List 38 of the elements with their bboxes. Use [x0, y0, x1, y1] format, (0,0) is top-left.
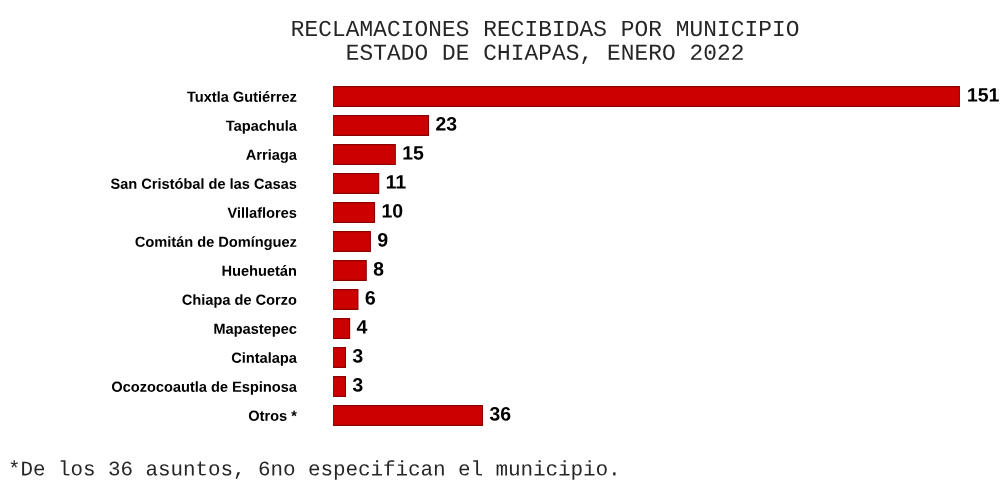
y-tick-label: Otros * — [248, 410, 297, 421]
y-tick-label: Mapastepec — [214, 323, 297, 337]
y-tick-label: Arriaga — [246, 149, 297, 163]
chart-title: RECLAMACIONES RECIBIDAS POR MUNICIPIO ESTADO DE CHIAPAS, ENERO 2022 — [292, 20, 799, 64]
data-label: 3 — [352, 377, 363, 392]
bar — [333, 231, 371, 252]
y-tick-label: Ocozocoautla de Espinosa — [111, 381, 297, 395]
y-tick-label: Comitán de Domínguez — [135, 236, 297, 250]
y-tick-label: Tuxtla Gutiérrez — [187, 91, 297, 102]
y-tick-label: Villaflores — [227, 207, 297, 218]
data-label: 3 — [352, 348, 363, 363]
bar — [333, 376, 347, 397]
bar — [333, 115, 430, 136]
y-tick-label: Cintalapa — [231, 352, 297, 366]
data-label: 6 — [365, 290, 375, 305]
data-label: 10 — [382, 203, 403, 218]
y-tick-label: Huehuetán — [222, 265, 296, 276]
data-label: 15 — [403, 146, 424, 160]
bar — [333, 405, 484, 426]
data-label: 11 — [386, 175, 406, 189]
bar — [333, 260, 367, 281]
data-label: 8 — [373, 261, 384, 276]
y-tick-label: Chiapa de Corzo — [182, 294, 297, 308]
y-tick-label: Tapachula — [226, 120, 297, 134]
bar — [333, 173, 380, 194]
bar — [333, 86, 960, 107]
bar — [333, 202, 376, 223]
data-label: 4 — [356, 320, 368, 334]
data-label: 9 — [377, 232, 388, 247]
text: *De los 36 asuntos, 6no especifican el municipio. — [10, 460, 616, 480]
y-tick-label: San Cristóbal de las Casas — [110, 178, 297, 189]
bar — [333, 318, 351, 339]
bar — [333, 289, 359, 310]
bar — [333, 347, 347, 368]
bar — [333, 144, 396, 165]
data-label: 151 — [968, 88, 999, 102]
data-label: 23 — [436, 116, 457, 131]
data-label: 36 — [489, 406, 511, 421]
